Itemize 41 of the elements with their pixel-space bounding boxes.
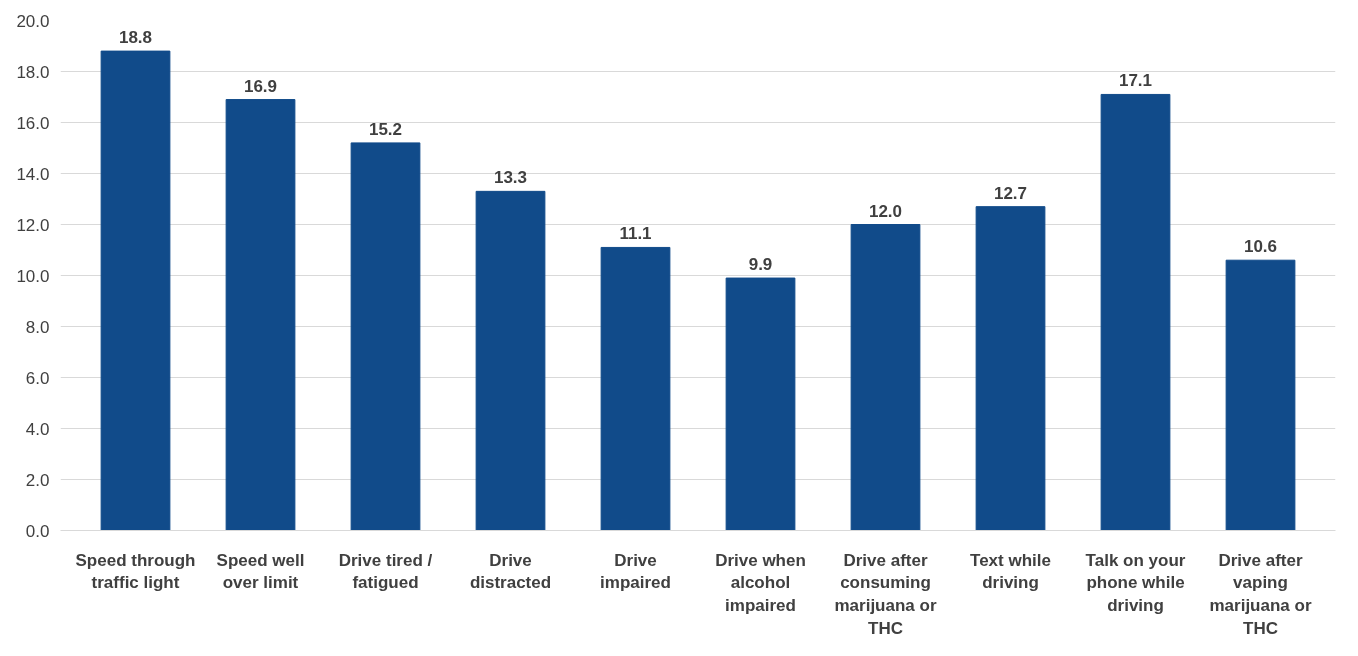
data-label: 11.1 bbox=[619, 224, 652, 244]
data-label: 13.3 bbox=[493, 168, 528, 188]
bar bbox=[475, 190, 546, 531]
y-tick-label: 14.0 bbox=[16, 164, 50, 184]
x-tick-label: Drive after vaping marijuana or THC bbox=[1209, 550, 1312, 638]
x-tick-label: Text while driving bbox=[970, 550, 1051, 593]
bar bbox=[600, 246, 671, 531]
y-tick-label: 6.0 bbox=[25, 368, 50, 388]
data-label: 12.7 bbox=[993, 183, 1028, 203]
x-tick-label: Drive impaired bbox=[600, 550, 671, 593]
bar bbox=[225, 99, 296, 531]
bar bbox=[100, 50, 171, 531]
data-label: 16.9 bbox=[243, 76, 278, 96]
bar bbox=[350, 142, 421, 531]
x-tick-label: Drive after consuming marijuana or THC bbox=[834, 550, 937, 638]
y-tick-label: 16.0 bbox=[16, 113, 50, 133]
y-tick-label: 18.0 bbox=[16, 62, 50, 82]
data-label: 15.2 bbox=[368, 119, 403, 139]
bar bbox=[975, 206, 1046, 531]
x-tick-label: Drive distracted bbox=[469, 550, 552, 593]
y-tick-label: 10.0 bbox=[16, 266, 50, 286]
x-tick-label: Speed through traffic light bbox=[75, 550, 196, 593]
y-tick-label: 4.0 bbox=[25, 419, 50, 439]
data-label: 9.9 bbox=[748, 255, 773, 275]
bar bbox=[725, 277, 796, 531]
data-label: 18.8 bbox=[118, 28, 153, 48]
y-tick-label: 2.0 bbox=[25, 470, 50, 490]
y-tick-label: 0.0 bbox=[25, 521, 50, 541]
data-label: 17.1 bbox=[1118, 71, 1153, 91]
bar bbox=[1225, 259, 1296, 531]
bar bbox=[850, 224, 921, 531]
y-tick-label: 8.0 bbox=[25, 317, 50, 337]
x-tick-label: Drive when alcohol impaired bbox=[715, 550, 806, 616]
data-label: 10.6 bbox=[1243, 237, 1278, 257]
x-tick-label: Talk on your phone while driving bbox=[1085, 550, 1186, 616]
y-tick-label: 20.0 bbox=[16, 11, 50, 31]
bar bbox=[1100, 93, 1171, 531]
x-tick-label: Speed well over limit bbox=[216, 550, 305, 593]
x-tick-label: Drive tired / fatigued bbox=[338, 550, 433, 593]
data-label: 12.0 bbox=[868, 201, 903, 221]
y-tick-label: 12.0 bbox=[16, 215, 50, 235]
